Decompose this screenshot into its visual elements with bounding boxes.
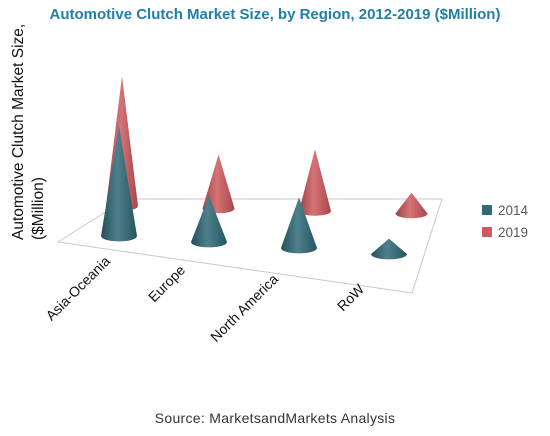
cone-2014-row: [371, 238, 407, 260]
chart-floor: [56, 198, 443, 294]
x-tick-label-north-america: North America: [207, 271, 281, 345]
legend-swatch-2014: [482, 205, 492, 215]
cone-group: [101, 76, 428, 260]
source-note: Source: MarketsandMarkets Analysis: [154, 410, 396, 426]
cone-2019-europe: [202, 154, 235, 214]
cone-2014-north-america: [281, 197, 317, 254]
legend-label-2014: 2014: [498, 202, 529, 218]
y-axis-title: Automotive Clutch Market Size, ($Million): [10, 24, 47, 240]
x-tick-label-europe: Europe: [145, 262, 188, 305]
cone-2014-asia-oceania: [101, 126, 137, 242]
legend-item-2019: 2019: [482, 221, 528, 243]
cone-2019-north-america: [299, 149, 331, 216]
legend: 2014 2019: [482, 199, 528, 243]
cone-2019-row: [395, 192, 428, 219]
legend-label-2019: 2019: [498, 224, 529, 240]
legend-item-2014: 2014: [482, 199, 528, 221]
x-tick-label-asia-oceania: Asia-Oceania: [42, 253, 113, 324]
cone-2014-europe: [191, 195, 227, 248]
legend-swatch-2019: [482, 227, 492, 237]
chart-title: Automotive Clutch Market Size, by Region…: [49, 6, 501, 23]
